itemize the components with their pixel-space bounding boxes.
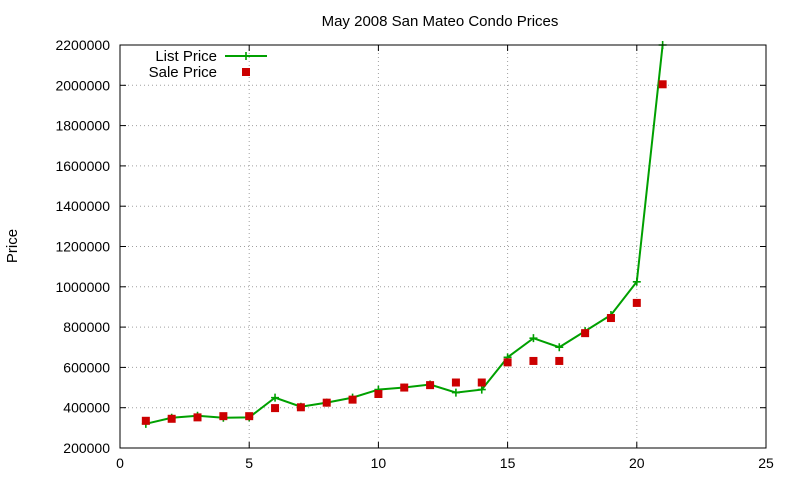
- y-tick-label: 1600000: [55, 158, 110, 174]
- point-sale-price: [193, 413, 202, 422]
- y-tick-label: 2000000: [55, 77, 110, 93]
- point-sale-price: [606, 314, 615, 323]
- point-sale-price: [141, 416, 150, 425]
- y-tick-label: 800000: [63, 319, 110, 335]
- legend-plus-list-price: [242, 52, 250, 60]
- point-list-price: [451, 388, 460, 397]
- y-tick-label: 200000: [63, 440, 110, 456]
- x-tick-label: 10: [371, 455, 387, 471]
- y-tick-labels: 200000 400000 600000 800000 1000000 1200000 14…: [55, 37, 110, 456]
- legend-label-list-price: List Price: [155, 48, 217, 65]
- x-tick-label: 25: [758, 455, 774, 471]
- point-sale-price: [632, 298, 641, 307]
- y-tick-label: 1400000: [55, 198, 110, 214]
- series-layer: [141, 41, 667, 428]
- point-sale-price: [348, 395, 357, 404]
- y-tick-label: 2200000: [55, 37, 110, 53]
- legend: List Price Sale Price: [149, 48, 267, 81]
- point-list-price: [632, 277, 641, 286]
- point-sale-price: [658, 80, 667, 89]
- x-tick-labels: 0 5 10 15 20 25: [116, 455, 774, 471]
- point-sale-price: [296, 403, 305, 412]
- point-sale-price: [167, 414, 176, 423]
- legend-marker-list-price: [242, 52, 250, 60]
- point-sale-price: [503, 358, 512, 367]
- x-tick-label: 20: [629, 455, 645, 471]
- point-sale-price: [219, 412, 228, 421]
- point-sale-price: [245, 412, 254, 421]
- y-tick-label: 1000000: [55, 279, 110, 295]
- chart-title: May 2008 San Mateo Condo Prices: [322, 13, 559, 30]
- point-list-price: [477, 385, 486, 394]
- point-sale-price: [555, 356, 564, 365]
- point-sale-price: [581, 329, 590, 338]
- point-sale-price: [529, 356, 538, 365]
- point-list-price: [271, 393, 280, 402]
- plot-frame: [119, 44, 767, 449]
- y-tick-label: 400000: [63, 400, 110, 416]
- x-tick-label: 5: [245, 455, 253, 471]
- x-tick-label: 0: [116, 455, 124, 471]
- y-tick-label: 1200000: [55, 239, 110, 255]
- point-sale-price: [426, 381, 435, 390]
- point-sale-price: [374, 389, 383, 398]
- point-list-price: [555, 343, 564, 352]
- y-tick-label: 1800000: [55, 118, 110, 134]
- point-list-price: [529, 334, 538, 343]
- point-sale-price: [477, 378, 486, 387]
- point-sale-price: [322, 398, 331, 407]
- point-sale-price: [400, 383, 409, 392]
- point-sale-price: [451, 378, 460, 387]
- legend-label-sale-price: Sale Price: [149, 64, 217, 81]
- y-axis-label: Price: [4, 229, 21, 263]
- point-sale-price: [271, 404, 280, 413]
- x-tick-label: 15: [500, 455, 516, 471]
- y-tick-label: 600000: [63, 359, 110, 375]
- legend-marker-sale-price: [242, 68, 250, 76]
